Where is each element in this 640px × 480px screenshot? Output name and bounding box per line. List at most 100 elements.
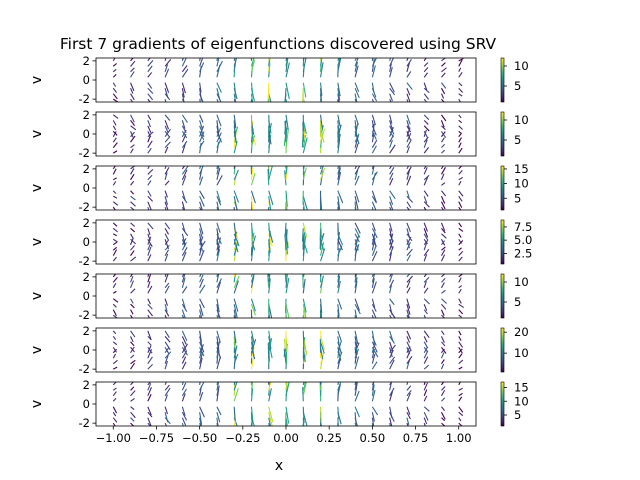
quiver-arrow [406,336,411,343]
quiver-arrow [268,239,271,253]
quiver-arrow [233,347,237,360]
quiver-arrow [302,298,307,313]
quiver-arrow [458,336,462,341]
quiver-arrow [440,239,446,246]
quiver-arrow [423,346,429,353]
quiver-arrow [406,275,413,283]
quiver-arrow [423,298,430,305]
quiver-arrow [112,241,118,246]
y-axis-label: v [29,400,45,408]
quiver-arrow [371,120,375,131]
quiver-arrow [371,145,377,154]
y-axis-label: v [29,238,45,246]
quiver-arrow [164,239,169,249]
quiver-arrow [441,190,447,197]
quiver-arrow [181,58,184,62]
quiver-arrow [147,201,152,210]
quiver-arrow [389,330,394,342]
quiver-arrow [164,406,169,415]
quiver-arrow [423,281,427,288]
y-tick-label: -2 [79,308,90,322]
quiver-arrow [441,346,447,354]
quiver-arrow [285,277,290,294]
quiver-arrow [130,411,136,419]
quiver-arrow [458,309,464,315]
quiver-arrow [337,406,340,419]
quiver-arrow [302,406,305,424]
quiver-arrow [320,242,325,256]
quiver-arrow [250,222,254,239]
quiver-arrow [337,207,339,210]
quiver-arrow [389,387,395,397]
quiver-arrow [164,68,170,78]
quiver-arrow [268,190,274,206]
quiver-arrow [199,344,205,353]
quiver-arrow [112,68,117,73]
quiver-arrow [389,228,393,239]
y-tick-label: -2 [79,362,90,376]
quiver-arrow [112,422,116,426]
quiver-arrow [233,58,236,62]
quiver-arrow [130,125,137,131]
x-axis: −1.00 −0.75 −0.50 −0.25 0.00 0.25 0.50 0.75 1.00 [96,426,472,445]
quiver-arrow [112,256,117,262]
quiver-arrow [164,298,168,306]
quiver-arrow [164,228,170,235]
quiver-arrow [389,98,392,102]
quiver-arrow [389,423,391,426]
quiver-arrow [406,382,409,386]
quiver-arrow [423,67,429,73]
quiver-arrow [216,206,219,210]
quiver-arrow [130,245,135,251]
quiver-arrow [147,60,154,67]
quiver-arrow [216,58,218,61]
quiver-arrow [337,239,343,251]
quiver-arrow [268,336,272,350]
quiver-arrow [112,137,117,143]
quiver-arrow [130,131,135,138]
quiver-arrow [164,335,171,343]
quiver-arrow [164,128,171,138]
quiver-arrow [164,172,168,180]
quiver-arrow [199,315,201,318]
quiver-arrow [181,277,186,288]
quiver-arrow [112,58,116,62]
quiver-arrow [440,254,446,262]
quiver-arrow [130,309,134,315]
quiver-arrow [181,175,187,186]
quiver-arrow [441,274,446,278]
quiver-arrow [337,120,340,135]
quiver-arrow [354,277,358,288]
quiver-arrow [440,130,447,138]
quiver-arrow [337,166,340,169]
quiver-arrow [406,71,412,78]
quiver-arrow [354,233,360,243]
quiver-arrow [112,150,118,154]
quiver-arrow [320,239,325,251]
quiver-arrow [423,62,429,67]
quiver-arrow [250,412,253,425]
quiver-arrow [371,114,376,126]
quiver-arrow [164,253,169,262]
quiver-arrow [233,336,236,349]
quiver-arrow [147,417,152,426]
quiver-arrow [164,304,168,312]
colorbar-tick-label: 15 [514,381,529,395]
quiver-arrow [440,352,445,359]
quiver-arrow [458,119,463,124]
quiver-arrow [130,330,136,338]
quiver-arrow [458,176,464,181]
quiver-arrow [440,282,445,289]
quiver-arrow [441,246,446,251]
quiver-field [112,330,464,370]
quiver-arrow [406,195,414,203]
x-tick-label: 1.00 [446,431,472,445]
quiver-arrow [406,254,411,262]
quiver-arrow [458,277,462,283]
y-tick-label: 2 [83,162,90,176]
quiver-arrow [406,314,410,318]
quiver-arrow [302,58,305,62]
quiver-arrow [285,382,288,391]
